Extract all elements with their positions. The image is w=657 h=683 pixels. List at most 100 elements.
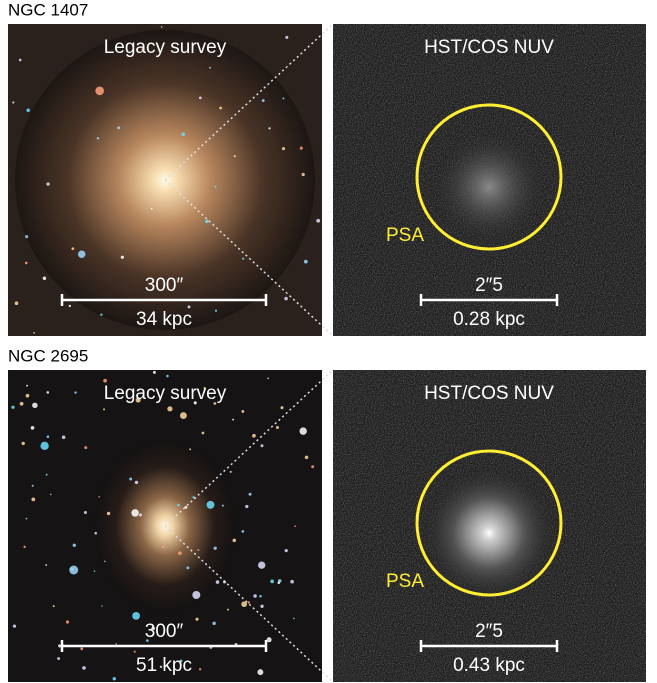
star [40, 441, 49, 451]
star [270, 579, 275, 584]
star [61, 435, 66, 440]
star [98, 496, 100, 498]
star [227, 608, 230, 611]
star [316, 218, 321, 223]
star [25, 517, 28, 520]
star [219, 106, 222, 110]
star [195, 617, 199, 621]
star [104, 560, 106, 563]
star [241, 530, 245, 533]
star [65, 620, 70, 624]
star [299, 146, 303, 150]
star [18, 58, 22, 62]
star [242, 257, 245, 260]
star [42, 276, 47, 281]
star [19, 401, 24, 406]
star [245, 504, 249, 509]
star [131, 509, 139, 517]
star [82, 666, 86, 670]
panel-title: NGC 2695 [8, 346, 88, 365]
star [95, 86, 105, 96]
right-label: HST/COS NUV [424, 383, 554, 404]
star [135, 397, 141, 403]
star [198, 668, 202, 671]
star [96, 137, 100, 140]
star [46, 182, 50, 186]
star [31, 484, 34, 487]
star [159, 665, 163, 669]
zoom-line [164, 23, 334, 181]
star [229, 470, 232, 473]
scale-physical: 51 kpc [136, 655, 192, 676]
star [83, 511, 87, 515]
aperture-label: PSA [386, 571, 424, 592]
star [117, 126, 121, 130]
star [281, 147, 286, 151]
star [292, 617, 295, 620]
star [57, 657, 61, 661]
star [213, 546, 217, 550]
star [221, 504, 224, 507]
star [252, 433, 256, 438]
star [186, 566, 190, 570]
star [46, 435, 50, 439]
star [193, 401, 197, 405]
star [162, 545, 165, 549]
star [304, 455, 309, 460]
star [267, 377, 270, 380]
star [145, 639, 149, 642]
star [277, 581, 281, 585]
star [215, 580, 220, 584]
star [72, 543, 76, 547]
star [33, 331, 36, 334]
star [187, 305, 191, 309]
star [141, 47, 145, 51]
star [103, 378, 107, 383]
star [93, 570, 96, 572]
star [133, 650, 136, 653]
star [214, 185, 217, 188]
left-label: Legacy survey [104, 383, 227, 404]
star [311, 465, 315, 469]
star [115, 643, 118, 645]
star [21, 441, 25, 446]
star [179, 659, 183, 663]
star [284, 296, 288, 301]
star [201, 431, 205, 435]
star [80, 647, 84, 651]
star [26, 384, 29, 387]
star [45, 564, 48, 566]
left-label: Legacy survey [104, 37, 227, 58]
star [69, 565, 79, 575]
star [192, 496, 195, 499]
star [23, 545, 26, 549]
star [257, 669, 264, 676]
star [259, 594, 262, 598]
right-label: HST/COS NUV [424, 37, 554, 58]
star [106, 511, 111, 516]
star [150, 207, 153, 210]
star [253, 594, 257, 598]
star [151, 626, 156, 631]
star [14, 301, 19, 306]
star [181, 132, 185, 137]
star [209, 66, 211, 69]
star [74, 391, 77, 394]
star [12, 624, 17, 628]
star [139, 513, 143, 517]
star [71, 247, 75, 251]
star [199, 96, 202, 100]
psa-aperture [415, 449, 563, 597]
star [206, 500, 215, 509]
scale-physical: 0.28 kpc [453, 309, 525, 330]
star [301, 172, 305, 177]
star [260, 444, 264, 448]
panel-title: NGC 1407 [8, 0, 88, 19]
star [177, 551, 182, 556]
star [299, 427, 307, 435]
star [132, 612, 140, 620]
star [68, 304, 72, 308]
star [25, 235, 29, 239]
star [112, 677, 116, 681]
